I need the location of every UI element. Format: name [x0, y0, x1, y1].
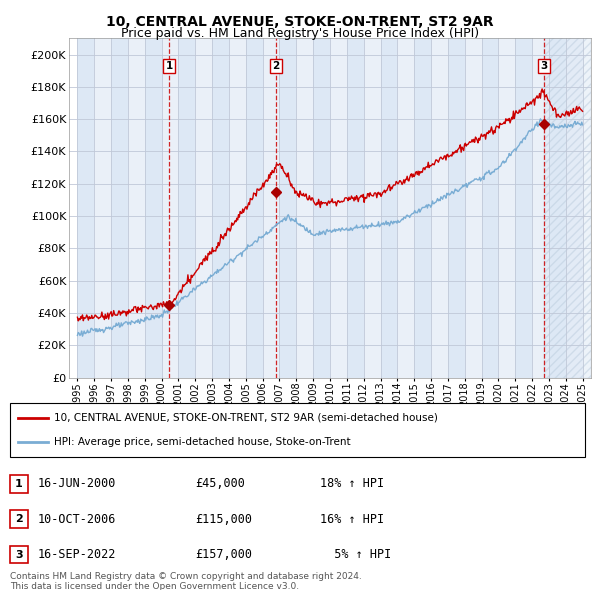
Text: 18% ↑ HPI: 18% ↑ HPI [320, 477, 384, 490]
Bar [566, 38, 583, 378]
Bar [532, 38, 549, 378]
Bar [544, 38, 591, 378]
Bar [195, 38, 212, 378]
Bar [161, 38, 178, 378]
Text: 16-SEP-2022: 16-SEP-2022 [38, 548, 116, 561]
Text: Contains HM Land Registry data © Crown copyright and database right 2024.: Contains HM Land Registry data © Crown c… [10, 572, 362, 581]
Bar [431, 38, 448, 378]
Text: £45,000: £45,000 [195, 477, 245, 490]
Bar [414, 38, 431, 378]
Text: 10, CENTRAL AVENUE, STOKE-ON-TRENT, ST2 9AR (semi-detached house): 10, CENTRAL AVENUE, STOKE-ON-TRENT, ST2 … [54, 413, 438, 423]
Bar [145, 38, 161, 378]
Bar [178, 38, 195, 378]
Bar [246, 38, 263, 378]
Text: £115,000: £115,000 [195, 513, 252, 526]
Bar [94, 38, 111, 378]
Text: 10-OCT-2006: 10-OCT-2006 [38, 513, 116, 526]
Text: This data is licensed under the Open Government Licence v3.0.: This data is licensed under the Open Gov… [10, 582, 299, 590]
Bar [128, 38, 145, 378]
Text: 1: 1 [166, 61, 173, 71]
Bar [280, 38, 296, 378]
Text: 16-JUN-2000: 16-JUN-2000 [38, 477, 116, 490]
Bar [465, 38, 482, 378]
Bar [515, 38, 532, 378]
Bar [111, 38, 128, 378]
Bar [330, 38, 347, 378]
Text: 3: 3 [541, 61, 548, 71]
Text: 2: 2 [272, 61, 280, 71]
Bar [482, 38, 499, 378]
Text: 16% ↑ HPI: 16% ↑ HPI [320, 513, 384, 526]
Bar [296, 38, 313, 378]
Text: £157,000: £157,000 [195, 548, 252, 561]
Bar [499, 38, 515, 378]
Text: 5% ↑ HPI: 5% ↑ HPI [320, 548, 391, 561]
Bar [347, 38, 364, 378]
Bar [10, 510, 28, 528]
Bar [397, 38, 414, 378]
Bar [212, 38, 229, 378]
Bar [77, 38, 94, 378]
Bar [229, 38, 246, 378]
Bar [10, 475, 28, 493]
Bar [364, 38, 380, 378]
Bar [10, 546, 28, 563]
Text: HPI: Average price, semi-detached house, Stoke-on-Trent: HPI: Average price, semi-detached house,… [54, 437, 350, 447]
Bar [380, 38, 397, 378]
Text: 3: 3 [15, 550, 23, 559]
Bar [448, 38, 465, 378]
Bar [549, 38, 566, 378]
Bar [313, 38, 330, 378]
Bar [10, 403, 585, 457]
Text: 2: 2 [15, 514, 23, 524]
Text: 1: 1 [15, 479, 23, 489]
Text: Price paid vs. HM Land Registry's House Price Index (HPI): Price paid vs. HM Land Registry's House … [121, 27, 479, 40]
Text: 10, CENTRAL AVENUE, STOKE-ON-TRENT, ST2 9AR: 10, CENTRAL AVENUE, STOKE-ON-TRENT, ST2 … [106, 15, 494, 29]
Bar [263, 38, 280, 378]
